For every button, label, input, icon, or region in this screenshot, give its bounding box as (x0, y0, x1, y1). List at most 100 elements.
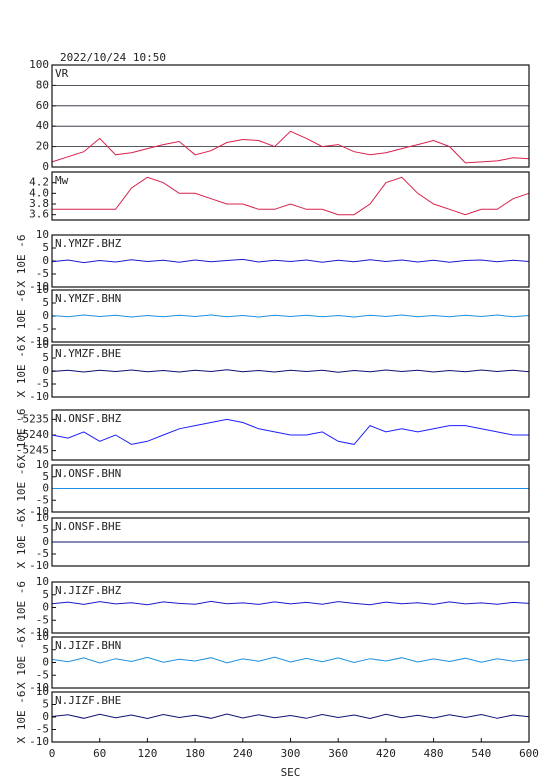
panel-frame (51, 581, 530, 634)
y-tick-label: 5 (42, 588, 49, 601)
y-tick-label: -5 (36, 723, 49, 736)
y-tick-label: 0 (42, 656, 49, 669)
y-axis-label: X 10E -6 (15, 409, 28, 462)
y-tick-label: 100 (29, 58, 49, 71)
y-axis-label: X 10E -6 (15, 235, 28, 288)
y-tick-label: -5 (36, 377, 49, 390)
x-tick-label: 0 (49, 747, 56, 760)
y-tick-label: 10 (36, 630, 49, 643)
y-tick-label: -5 (36, 613, 49, 626)
panel-title: VR (55, 67, 69, 80)
panel-frame (51, 171, 530, 221)
panel-frame (51, 344, 530, 398)
panel-title: N.ONSF.BHN (55, 467, 121, 480)
y-tick-label: 10 (36, 338, 49, 351)
y-tick-label: 0 (42, 710, 49, 723)
y-tick-label: -5 (36, 322, 49, 335)
y-tick-label: 60 (36, 99, 49, 112)
y-axis-label: X 10E -6 (15, 516, 28, 569)
y-tick-label: 5 (42, 698, 49, 711)
y-tick-label: -10 (29, 280, 49, 293)
y-axis-label: X 10E -6 (15, 345, 28, 398)
panel-frame (51, 409, 530, 461)
line (51, 418, 529, 445)
y-tick-label: 5 (42, 241, 49, 254)
line (51, 130, 530, 164)
x-tick-label: 420 (376, 747, 396, 760)
y-axis-label: X 10E -6 (15, 636, 28, 689)
y-tick-label: -10 (29, 735, 49, 748)
line (51, 258, 530, 264)
chart-title: 2022/10/24 10:50 (60, 51, 166, 64)
y-axis-label: X 10E -6 (15, 290, 28, 343)
line (51, 369, 530, 373)
y-tick-label: 10 (36, 575, 49, 588)
x-tick-label: 60 (93, 747, 106, 760)
x-tick-label: 540 (471, 747, 491, 760)
x-tick-label: 120 (137, 747, 157, 760)
panel-title: N.ONSF.BHZ (55, 412, 122, 425)
y-tick-label: -10 (29, 390, 49, 403)
y-axis-label: X 10E -6 (15, 462, 28, 515)
y-axis-label: X 10E -6 (15, 581, 28, 634)
y-tick-label: -10 (29, 559, 49, 572)
panel-frame (51, 464, 530, 513)
x-axis-label: SEC (281, 766, 301, 779)
y-tick-label: 10 (36, 511, 49, 524)
y-tick-label: 20 (36, 140, 49, 153)
panel-title: N.ONSF.BHE (55, 520, 121, 533)
panel-frame (51, 234, 530, 288)
panel-title: N.YMZF.BHE (55, 347, 121, 360)
y-tick-label: 0 (42, 254, 49, 267)
x-tick-label: 480 (424, 747, 444, 760)
y-tick-label: 0 (42, 364, 49, 377)
y-tick-label: -10 (29, 335, 49, 348)
x-tick-label: 180 (185, 747, 205, 760)
y-tick-label: -5 (36, 267, 49, 280)
x-tick-label: 300 (281, 747, 301, 760)
y-tick-label: 4.2 (29, 176, 49, 189)
panel-frame (51, 289, 530, 343)
y-tick-label: 10 (36, 685, 49, 698)
x-tick-label: 600 (519, 747, 539, 760)
panel-title: N.JIZF.BHE (55, 694, 121, 707)
panel-title: N.YMZF.BHN (55, 292, 121, 305)
panel-frame (51, 64, 530, 168)
panel-frame (51, 691, 530, 743)
y-tick-label: 5 (42, 643, 49, 656)
panel-frame (51, 636, 530, 689)
y-tick-label: 10 (36, 458, 49, 471)
y-tick-label: -10 (29, 505, 49, 518)
y-tick-label: -5 (36, 547, 49, 560)
y-tick-label: 0 (42, 535, 49, 548)
x-tick-label: 240 (233, 747, 253, 760)
y-tick-label: 5 (42, 523, 49, 536)
y-tick-label: 0 (42, 601, 49, 614)
y-tick-label: 5 (42, 296, 49, 309)
y-tick-label: -5235 (16, 412, 49, 425)
y-tick-label: 3.8 (29, 197, 49, 210)
x-tick-label: 360 (328, 747, 348, 760)
y-tick-label: -5240 (16, 428, 49, 441)
y-axis-label: X 10E -6 (15, 691, 28, 744)
line (51, 314, 530, 318)
y-tick-label: -10 (29, 626, 49, 639)
line (51, 600, 530, 606)
line (51, 713, 530, 720)
y-tick-label: 0 (42, 160, 49, 173)
y-tick-label: -5245 (16, 444, 49, 457)
y-tick-label: 3.6 (29, 208, 49, 221)
y-tick-label: 5 (42, 470, 49, 483)
panel-title: N.JIZF.BHN (55, 639, 121, 652)
y-tick-label: -5 (36, 668, 49, 681)
y-tick-label: 80 (36, 78, 49, 91)
panel-title: N.JIZF.BHZ (55, 584, 122, 597)
y-tick-label: 0 (42, 309, 49, 322)
y-tick-label: 40 (36, 119, 49, 132)
line (52, 176, 530, 216)
y-tick-label: 5 (42, 351, 49, 364)
y-tick-label: 10 (36, 283, 49, 296)
y-tick-label: 0 (42, 482, 49, 495)
